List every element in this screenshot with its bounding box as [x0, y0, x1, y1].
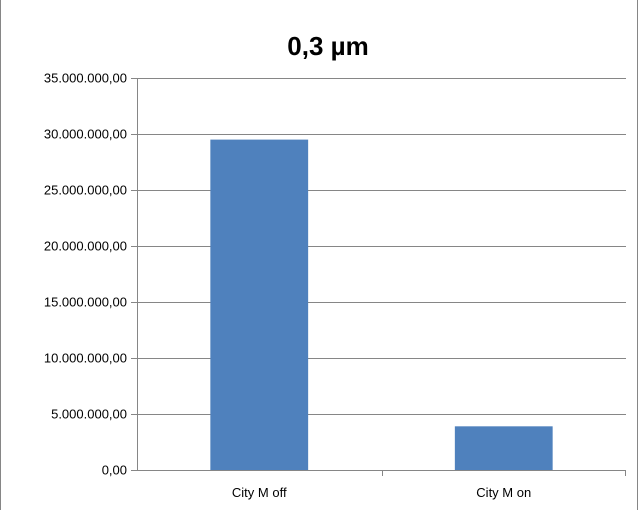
- y-tick-label: 35.000.000,00: [44, 71, 127, 86]
- y-tick-label: 30.000.000,00: [44, 127, 127, 142]
- bar: [454, 426, 553, 470]
- x-tick-label: City M off: [232, 485, 287, 500]
- bars: [210, 139, 553, 470]
- x-axis-tick-labels: City M off City M on: [232, 485, 531, 500]
- y-tick-label: 15.000.000,00: [44, 295, 127, 310]
- x-tick-label: City M on: [476, 485, 531, 500]
- bar: [210, 139, 309, 470]
- y-tick-label: 5.000.000,00: [51, 407, 127, 422]
- y-tick-label: 25.000.000,00: [44, 183, 127, 198]
- y-tick-label: 0,00: [102, 463, 127, 478]
- y-tick-label: 10.000.000,00: [44, 351, 127, 366]
- chart-title: 0,3 µm: [287, 31, 368, 61]
- y-axis-tick-labels: 0,00 5.000.000,00 10.000.000,00 15.000.000,…: [44, 71, 127, 478]
- y-tick-label: 20.000.000,00: [44, 239, 127, 254]
- axes: [131, 78, 626, 476]
